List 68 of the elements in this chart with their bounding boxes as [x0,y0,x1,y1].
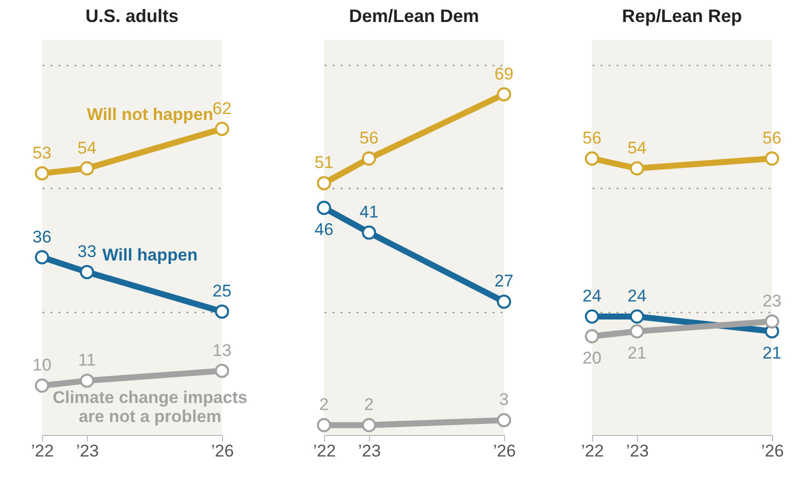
point [496,413,512,428]
point [584,329,600,344]
x-tick-label: ’23 [626,442,649,460]
point [764,151,780,166]
chart-title: U.S. adults [85,6,179,26]
data-label: 54 [78,138,96,158]
x-tick-label: ’26 [761,442,784,460]
series-label: Will happen [102,245,198,264]
data-label: 27 [494,272,514,291]
data-label: 51 [314,153,334,172]
x-tick-label: ’26 [493,442,516,460]
data-label: 23 [762,291,782,310]
point [764,314,780,329]
point [316,418,332,432]
data-label: 21 [628,343,646,362]
data-label: 62 [212,98,232,118]
point [630,324,644,338]
point [496,87,512,102]
data-label: 33 [78,242,96,262]
data-label: 3 [499,390,509,410]
x-tick-label: ’23 [358,442,381,460]
data-label: 54 [628,138,646,158]
data-label: 2 [364,395,374,414]
series-label: Climate change impacts are not a problem [52,388,248,426]
data-label: 25 [212,282,232,301]
series-label: Will not happen [86,104,214,124]
point [34,378,50,393]
point [316,200,332,215]
data-label: 21 [762,343,782,362]
x-tick-label: ’22 [581,442,604,460]
point [630,161,644,176]
data-label: 24 [628,286,646,306]
point [316,176,332,190]
point [34,166,50,180]
data-label: 24 [582,286,602,306]
data-label: 46 [314,220,334,239]
point [630,309,644,324]
x-tick-label: ’22 [31,442,54,460]
data-label: 53 [32,143,52,162]
data-label: 20 [582,348,602,368]
x-tick-label: ’26 [211,442,234,460]
data-label: 56 [582,128,602,148]
point [214,304,230,319]
point [584,309,600,324]
data-label: 56 [762,128,782,148]
point [34,250,50,264]
point [496,294,512,309]
point [80,161,94,176]
data-label: 41 [360,202,378,222]
data-label: 36 [32,227,52,246]
data-label: 2 [319,395,329,414]
data-label: 13 [212,340,232,360]
data-label: 69 [494,64,514,84]
x-tick-label: ’22 [313,442,336,460]
point [584,151,600,166]
point [80,374,94,388]
chart-title: Rep/Lean Rep [622,6,742,26]
data-label: 56 [360,128,378,148]
data-label: 11 [78,350,96,370]
point [362,151,376,166]
point [80,264,94,280]
point [214,364,230,378]
chart-title: Dem/Lean Dem [348,6,480,26]
x-tick-label: ’23 [76,442,99,460]
point [362,225,376,240]
point [214,122,230,136]
point [362,418,376,432]
data-label: 10 [32,356,52,375]
